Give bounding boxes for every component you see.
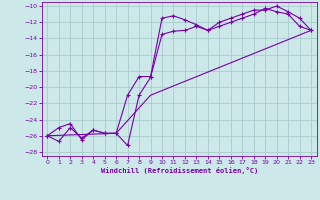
X-axis label: Windchill (Refroidissement éolien,°C): Windchill (Refroidissement éolien,°C) <box>100 167 258 174</box>
